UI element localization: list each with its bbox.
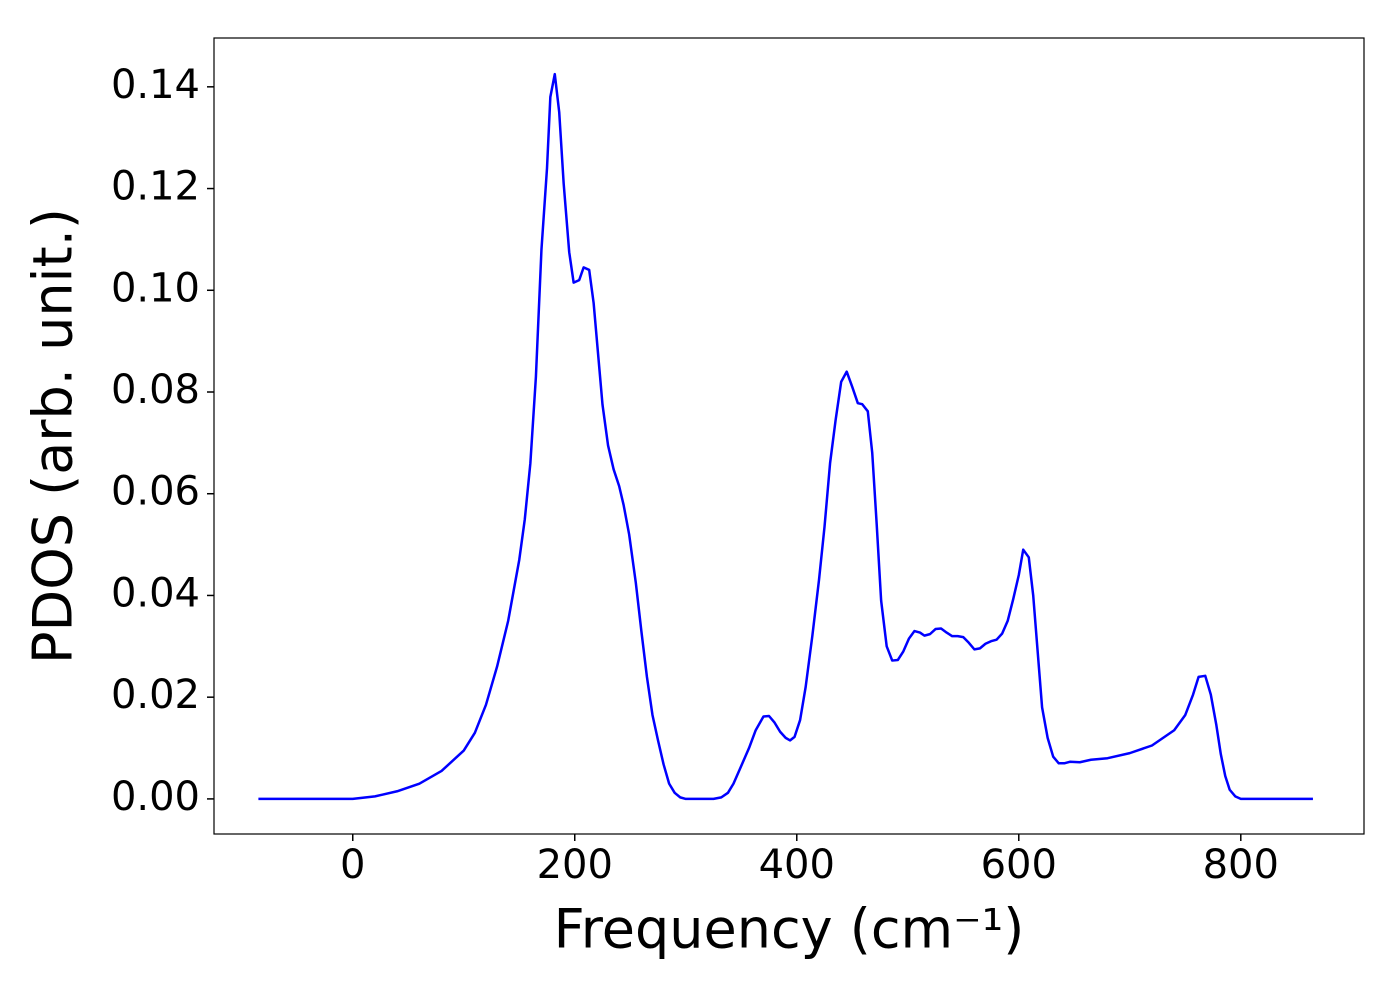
pdos-line [258, 72, 1313, 801]
y-tick-label: 0.08 [111, 367, 200, 413]
x-tick-label: 600 [981, 842, 1057, 888]
y-tick-label: 0.00 [111, 774, 200, 820]
x-tick-label: 800 [1203, 842, 1279, 888]
plot-frame [213, 37, 1365, 835]
y-tick-label: 0.04 [111, 570, 200, 616]
y-tick-label: 0.12 [111, 164, 200, 210]
y-tick-label: 0.14 [111, 62, 200, 108]
x-tick-label: 0 [340, 842, 365, 888]
y-tick-label: 0.06 [111, 469, 200, 515]
y-tick-label: 0.10 [111, 265, 200, 311]
y-axis-label: PDOS (arb. unit.) [22, 208, 85, 664]
x-tick-label: 200 [537, 842, 613, 888]
x-axis-label: Frequency (cm⁻¹) [554, 898, 1025, 961]
y-tick-label: 0.02 [111, 672, 200, 718]
x-tick-label: 400 [759, 842, 835, 888]
